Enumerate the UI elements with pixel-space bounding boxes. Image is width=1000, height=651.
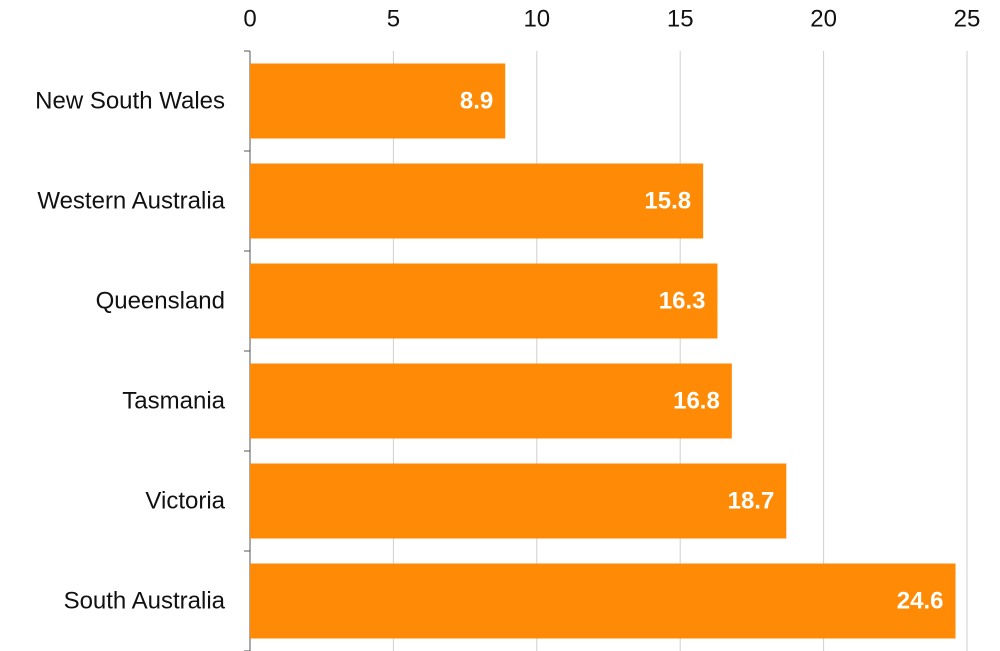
bar xyxy=(250,263,718,339)
bar xyxy=(250,163,704,239)
x-tick-label: 25 xyxy=(954,5,981,32)
y-tick-label: Victoria xyxy=(145,487,225,514)
bar xyxy=(250,363,732,439)
x-tick-label: 5 xyxy=(387,5,400,32)
bar xyxy=(250,463,787,539)
x-tick-label: 10 xyxy=(523,5,550,32)
y-tick-label: Western Australia xyxy=(37,187,225,214)
value-label: 18.7 xyxy=(728,487,775,514)
bar xyxy=(250,63,506,139)
y-tick-label: Queensland xyxy=(96,287,225,314)
x-tick-label: 0 xyxy=(243,5,256,32)
bar xyxy=(250,563,956,639)
y-tick-label: Tasmania xyxy=(122,387,225,414)
value-label: 24.6 xyxy=(897,587,944,614)
y-tick-label: New South Wales xyxy=(35,87,225,114)
value-label: 16.8 xyxy=(673,387,720,414)
y-tick-label: South Australia xyxy=(64,587,226,614)
value-label: 8.9 xyxy=(460,87,493,114)
x-tick-label: 20 xyxy=(810,5,837,32)
value-label: 16.3 xyxy=(659,287,706,314)
value-label: 15.8 xyxy=(644,187,691,214)
x-tick-label: 15 xyxy=(667,5,694,32)
